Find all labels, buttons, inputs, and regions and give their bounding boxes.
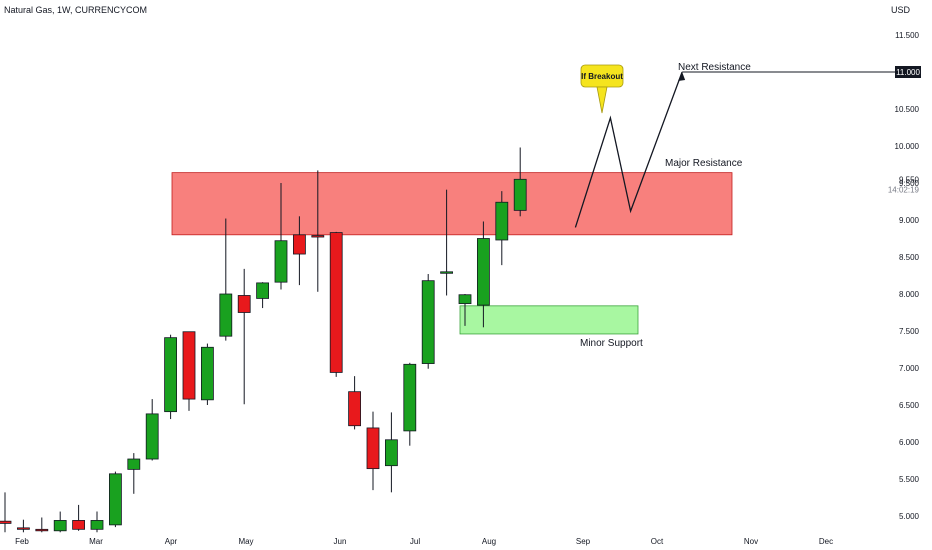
candle-body	[109, 473, 122, 526]
candle-body	[495, 201, 509, 241]
candle-body	[403, 363, 417, 432]
y-tick-label: 11.500	[895, 31, 919, 40]
candle-body	[145, 413, 159, 460]
x-tick-label: Aug	[482, 537, 496, 546]
y-tick-label: 10.000	[895, 142, 920, 151]
candle-body	[292, 234, 306, 255]
y-tick-label: 7.000	[899, 364, 920, 373]
x-tick-label: May	[238, 537, 253, 546]
if-breakout-callout-pointer	[596, 86, 608, 114]
y-tick-label: 6.500	[899, 401, 920, 410]
candle-body	[348, 391, 362, 427]
candle-body	[53, 520, 67, 532]
last-price-label: 9.550	[899, 175, 920, 184]
y-tick-label: 10.500	[895, 105, 920, 114]
candle-body	[366, 427, 380, 470]
y-tick-label: 8.000	[899, 290, 920, 299]
candle-body	[384, 439, 398, 467]
symbol-header: Natural Gas, 1W, CURRENCYCOM	[4, 5, 148, 15]
x-tick-label: Dec	[819, 537, 833, 546]
candle-body	[35, 528, 49, 532]
x-tick-label: Mar	[89, 537, 103, 546]
candle-body	[458, 294, 472, 305]
candle-body	[219, 293, 233, 337]
x-tick-label: Sep	[576, 537, 591, 546]
candle-body	[90, 520, 104, 530]
candle-body	[476, 238, 490, 306]
candle-body	[237, 295, 251, 313]
candle-body	[440, 271, 454, 274]
y-tick-label: 5.500	[899, 475, 920, 484]
x-tick-label: Nov	[744, 537, 758, 546]
projection-line	[574, 71, 683, 228]
major-resistance-label: Major Resistance	[665, 158, 743, 169]
x-tick-label: Jun	[334, 537, 347, 546]
y-tick-label: 9.500	[899, 179, 920, 188]
candle-body	[16, 527, 30, 530]
price-tag-box	[895, 66, 921, 78]
candle-body	[421, 280, 435, 364]
y-tick-label: 8.500	[899, 253, 920, 262]
projection-arrowhead	[678, 72, 686, 81]
candle-body	[200, 346, 214, 401]
candle-body	[513, 178, 527, 211]
major-resistance-zone	[171, 172, 733, 236]
x-tick-label: Jul	[410, 537, 420, 546]
minor-support-label: Minor Support	[580, 338, 643, 349]
candle-body	[256, 282, 270, 299]
if-breakout-label: If Breakout	[581, 72, 623, 81]
candle-body	[0, 520, 12, 524]
candle-body	[182, 331, 196, 400]
candle-body	[72, 520, 85, 530]
candle-body	[164, 337, 178, 413]
next-resistance-label: Next Resistance	[678, 62, 751, 73]
x-tick-label: Apr	[165, 537, 178, 546]
y-tick-label: 6.000	[899, 438, 920, 447]
x-tick-label: Feb	[15, 537, 29, 546]
candle-body	[311, 235, 325, 238]
countdown-label: 14:02:19	[888, 185, 920, 194]
candle-body	[127, 458, 141, 470]
candle-body	[274, 240, 288, 283]
price-tag-label: 11.000	[896, 68, 920, 77]
minor-support-zone	[459, 305, 639, 335]
y-tick-label: 9.000	[899, 216, 920, 225]
candle-body	[329, 232, 343, 373]
x-tick-label: Oct	[651, 537, 664, 546]
y-tick-label: 5.000	[899, 512, 920, 521]
currency-label: USD	[890, 5, 910, 15]
y-tick-label: 7.500	[899, 327, 920, 336]
